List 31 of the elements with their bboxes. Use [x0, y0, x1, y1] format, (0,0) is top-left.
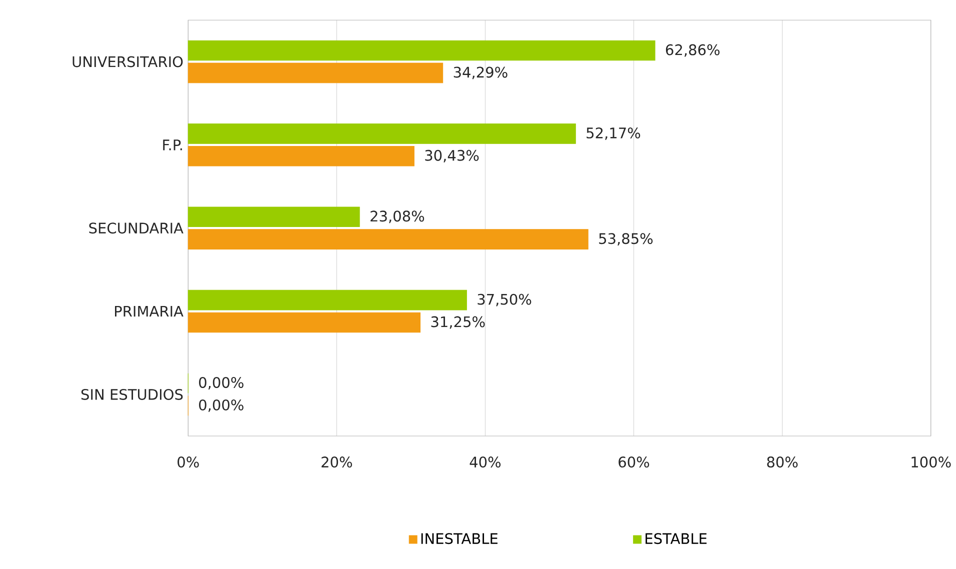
data-label: 62,86% [666, 44, 720, 57]
data-label: 52,17% [586, 127, 640, 140]
data-label: 53,85% [599, 232, 653, 246]
legend-label: INESTABLE [421, 532, 498, 544]
bar [188, 146, 414, 166]
data-label: 30,43% [425, 150, 479, 162]
bar [188, 228, 588, 250]
data-label: 23,08% [370, 210, 424, 223]
legend-label: ESTABLE [646, 532, 707, 544]
x-tick-label: 20% [322, 456, 352, 468]
y-tick-label: UNIVERSITARIO [72, 56, 183, 68]
data-label: 34,29% [454, 66, 508, 79]
data-label: 0,00% [199, 376, 244, 390]
bar [188, 312, 421, 332]
bar [188, 62, 444, 83]
x-tick-label: 100% [912, 456, 951, 468]
x-tick-label: 0% [178, 456, 199, 468]
bar [188, 40, 656, 60]
y-tick-label: PRIMARIA [115, 306, 184, 316]
data-label: 31,25% [431, 316, 485, 329]
x-tick-label: 40% [470, 456, 501, 468]
y-tick-label: F.P. [163, 139, 182, 150]
data-label: 0,00% [199, 399, 244, 412]
bar [188, 290, 467, 310]
bar [188, 123, 576, 144]
data-label: 37,50% [478, 294, 532, 306]
x-tick-label: 60% [618, 456, 650, 468]
y-tick-label: SECUNDARIA [89, 222, 184, 234]
x-tick-label: 80% [767, 456, 798, 468]
bar [188, 206, 360, 227]
y-tick-label: SIN ESTUDIOS [81, 388, 183, 400]
